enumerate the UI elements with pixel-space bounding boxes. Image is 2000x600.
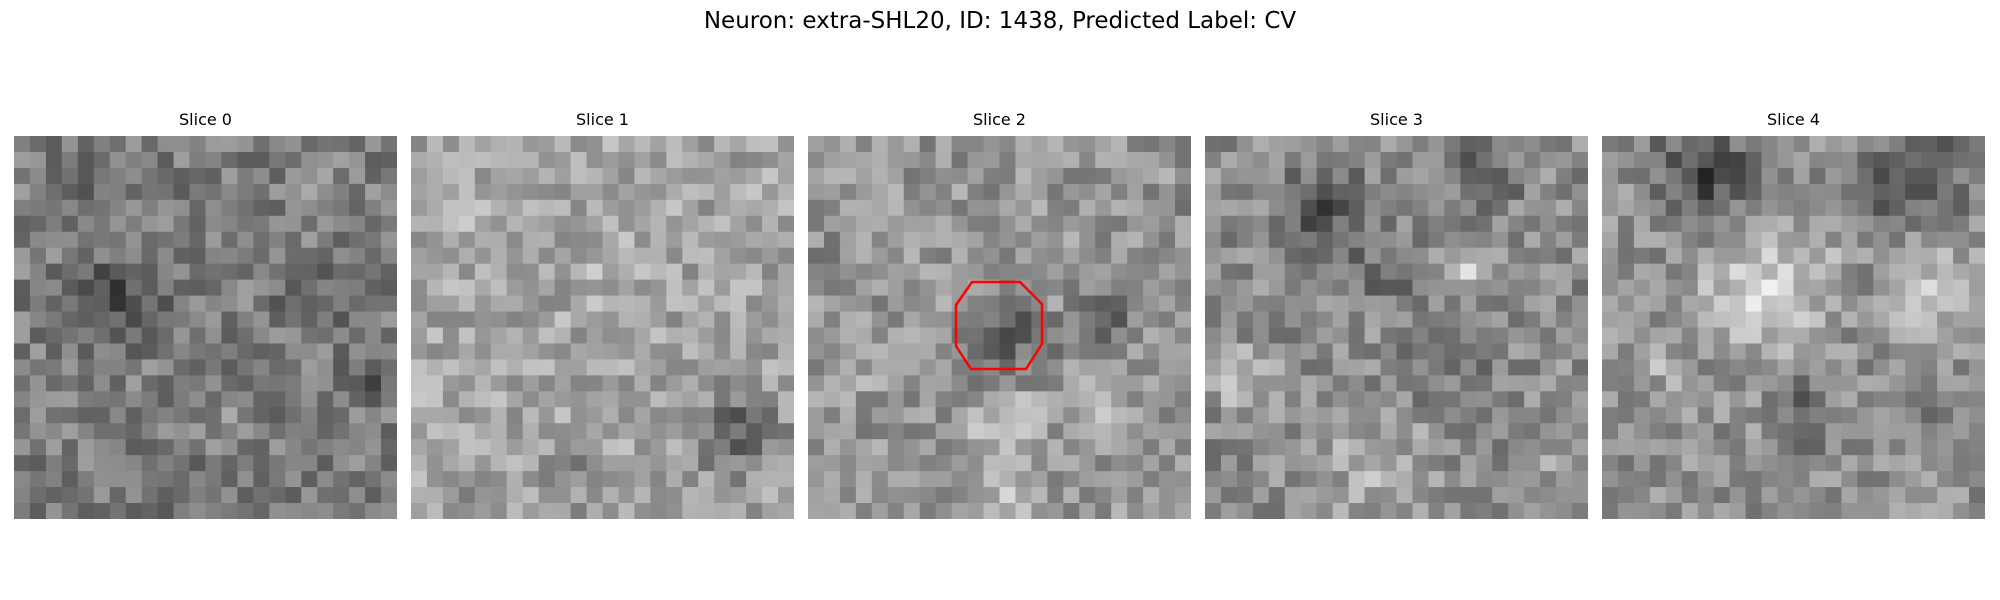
slice-title-2: Slice 2 <box>973 110 1026 129</box>
figure-title: Neuron: extra-SHL20, ID: 1438, Predicted… <box>703 8 1297 34</box>
slice-title-3: Slice 3 <box>1370 110 1423 129</box>
slice-panel-2: Slice 2 <box>808 110 1191 530</box>
slice-panel-3: Slice 3 <box>1205 110 1588 530</box>
slice-title-1: Slice 1 <box>576 110 629 129</box>
slice-title-0: Slice 0 <box>179 110 232 129</box>
slice-image-0 <box>14 136 397 519</box>
slice-panel-1: Slice 1 <box>411 110 794 530</box>
slice-image-3 <box>1205 136 1588 519</box>
slice-image-1 <box>411 136 794 519</box>
slice-panel-0: Slice 0 <box>14 110 397 530</box>
roi-outline <box>954 280 1044 371</box>
slice-panel-4: Slice 4 <box>1602 110 1985 530</box>
slice-image-4 <box>1602 136 1985 519</box>
slice-image-2 <box>808 136 1191 519</box>
slice-title-4: Slice 4 <box>1767 110 1820 129</box>
